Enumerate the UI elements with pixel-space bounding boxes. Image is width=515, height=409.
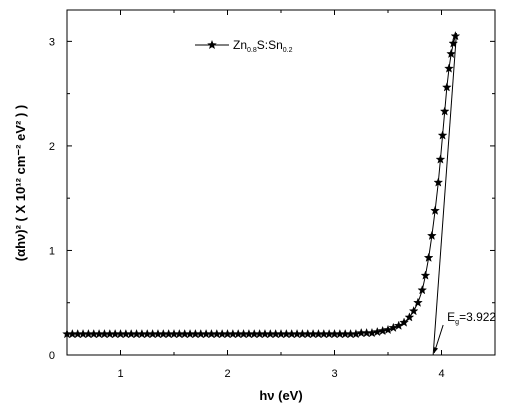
data-point — [450, 31, 461, 41]
data-point — [388, 322, 399, 332]
data-point — [413, 297, 423, 307]
data-point — [446, 48, 456, 59]
y-tick-label: 0 — [49, 350, 55, 362]
series-line — [67, 35, 456, 335]
data-point — [383, 324, 393, 335]
data-point — [444, 63, 454, 73]
data-point — [435, 154, 446, 164]
y-tick-label: 1 — [49, 245, 55, 257]
bandgap-label: Eg=3.922 — [447, 310, 496, 326]
plot-frame — [66, 9, 496, 356]
data-point — [433, 177, 444, 187]
x-axis-ticks: 1 2 3 4 — [66, 10, 496, 380]
x-tick-label: 1 — [117, 368, 123, 380]
y-tick-label: 2 — [49, 141, 55, 153]
data-point — [417, 285, 428, 295]
y-axis-ticks: 0 1 2 3 — [49, 36, 495, 362]
x-axis-title: hν (eV) — [259, 388, 302, 403]
data-point — [399, 317, 409, 327]
data-point — [427, 230, 437, 240]
x-tick-label: 3 — [331, 368, 337, 380]
legend-label: Zn0.8S:Sn0.2 — [233, 38, 293, 54]
fit-line — [432, 32, 457, 356]
legend: Zn0.8S:Sn0.2 — [195, 38, 293, 54]
data-point — [408, 306, 419, 316]
series-group — [62, 31, 461, 339]
data-point — [420, 270, 431, 280]
data-point — [437, 130, 448, 140]
x-tick-label: 4 — [438, 368, 444, 380]
data-point — [439, 106, 450, 116]
data-point — [442, 82, 452, 92]
annotation-arrowhead — [433, 347, 439, 353]
data-point — [430, 205, 440, 215]
y-axis-title: (αhν)² ( X 10¹² cm⁻² eV² ) ) — [13, 105, 28, 261]
data-point — [404, 312, 415, 322]
y-tick-label: 3 — [49, 36, 55, 48]
x-tick-label: 2 — [224, 368, 230, 380]
data-point — [423, 252, 434, 262]
bandgap-annotation: Eg=3.922 — [432, 32, 496, 356]
data-point — [448, 38, 459, 48]
legend-marker — [207, 40, 217, 50]
